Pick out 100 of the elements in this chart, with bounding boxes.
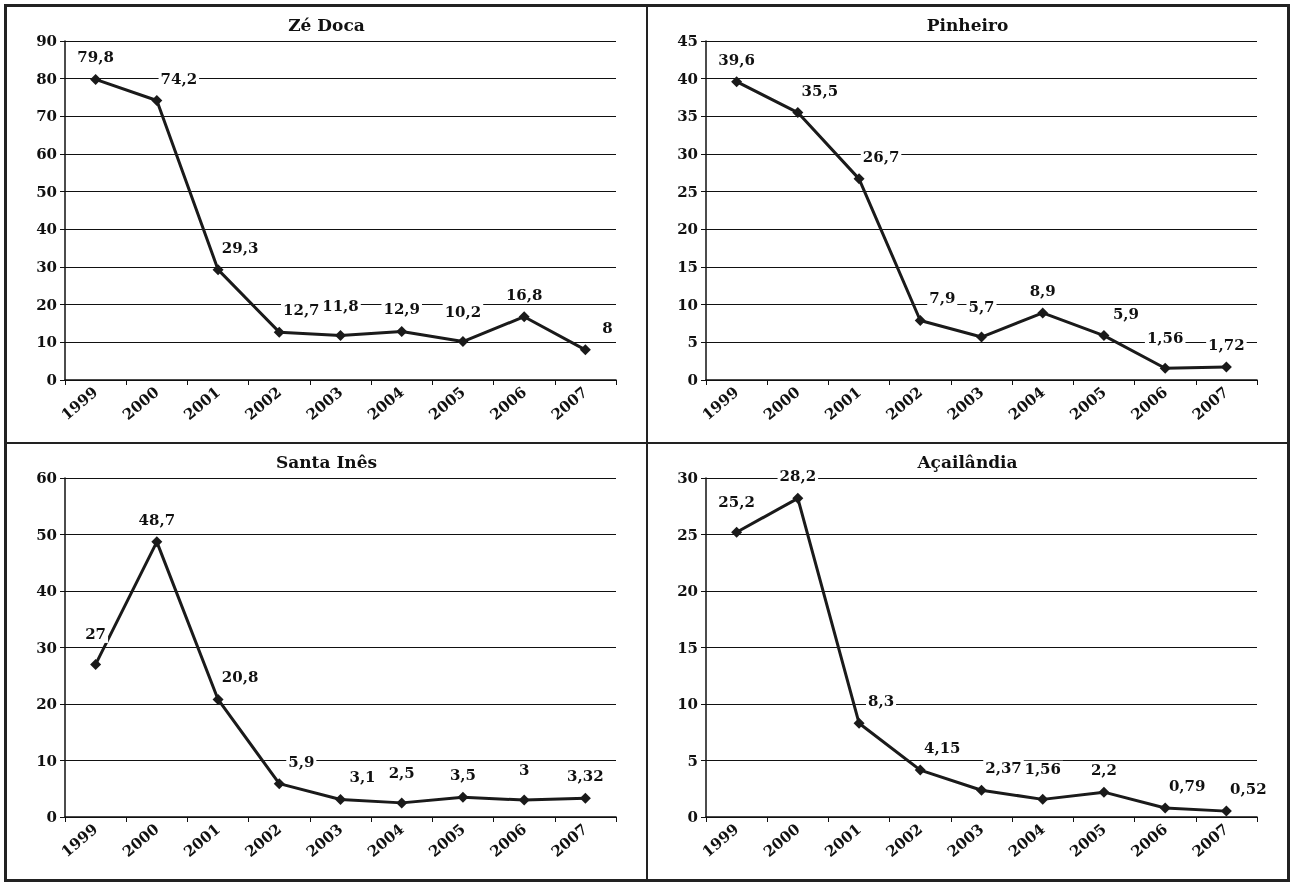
data-label: 11,8 (322, 296, 359, 315)
data-label: 16,8 (505, 285, 543, 304)
point (579, 344, 591, 356)
data-label: 5,7 (968, 298, 995, 317)
data-label: 48,7 (138, 510, 176, 529)
data-label: 0,79 (1168, 777, 1206, 796)
y-tick-label: 10 (677, 295, 698, 314)
y-tick-label: 20 (677, 582, 698, 600)
y-tick-label: 0 (46, 808, 57, 826)
point (90, 658, 102, 670)
y-tick-label: 20 (677, 220, 698, 239)
point (396, 797, 408, 809)
point (976, 331, 987, 343)
data-label: 28,2 (779, 467, 817, 486)
point (273, 778, 285, 790)
data-label: 1,72 (1208, 336, 1245, 355)
data-label: 35,5 (801, 81, 839, 100)
chart-title: Açailândia (916, 451, 1018, 472)
y-tick-label: 30 (36, 258, 57, 276)
data-label: 8 (602, 318, 613, 337)
point (273, 326, 285, 338)
data-label: 1,56 (1024, 760, 1061, 779)
point (151, 95, 163, 107)
y-tick-label: 70 (36, 107, 57, 126)
y-tick-label: 60 (36, 145, 57, 163)
data-label: 2,5 (388, 763, 415, 782)
data-label: 39,6 (718, 50, 755, 69)
y-tick-label: 15 (677, 638, 698, 657)
data-label: 5,9 (1112, 304, 1139, 323)
point (212, 264, 224, 276)
y-tick-label: 0 (46, 371, 57, 389)
point (335, 793, 346, 805)
data-label: 74,2 (160, 69, 198, 88)
point (396, 325, 408, 337)
y-tick-label: 60 (36, 469, 57, 487)
point (914, 764, 926, 776)
point (1037, 307, 1049, 319)
data-label: 25,2 (718, 493, 755, 512)
point (731, 76, 743, 88)
y-tick-label: 35 (677, 107, 698, 126)
y-tick-label: 10 (36, 751, 57, 770)
point (151, 536, 163, 548)
y-tick-label: 25 (677, 182, 698, 201)
point (90, 73, 102, 85)
point (853, 717, 865, 729)
y-tick-label: 45 (677, 32, 698, 50)
data-label: 79,8 (77, 48, 114, 67)
data-label: 0,52 (1230, 780, 1267, 799)
y-tick-label: 30 (36, 638, 57, 657)
chart-title: Zé Doca (288, 14, 365, 35)
y-tick-label: 20 (36, 695, 57, 713)
point (792, 492, 804, 504)
data-label: 5,9 (288, 752, 315, 771)
data-label: 3,1 (349, 768, 376, 787)
y-tick-label: 40 (36, 220, 57, 239)
y-tick-label: 40 (677, 69, 698, 88)
y-tick-label: 20 (36, 295, 57, 314)
point (518, 794, 530, 806)
y-tick-label: 50 (36, 525, 57, 544)
data-label: 12,9 (383, 300, 420, 319)
y-tick-label: 30 (677, 469, 698, 487)
y-tick-label: 80 (36, 69, 57, 88)
y-tick-label: 15 (677, 258, 698, 276)
y-tick-label: 10 (677, 695, 698, 713)
point (731, 526, 743, 538)
y-tick-label: 0 (687, 808, 698, 826)
data-label: 7,9 (929, 289, 956, 308)
chart-title: Santa Inês (275, 451, 378, 472)
data-label: 3,32 (567, 767, 604, 786)
point (853, 173, 865, 185)
data-label: 2,2 (1090, 761, 1117, 780)
y-tick-label: 90 (36, 32, 57, 50)
chart-title: Pinheiro (926, 14, 1009, 35)
data-label: 3 (518, 761, 530, 780)
data-label: 8,3 (868, 692, 895, 711)
data-label: 8,9 (1029, 281, 1056, 300)
data-label: 4,15 (924, 739, 961, 758)
point (1037, 793, 1049, 805)
point (792, 107, 804, 119)
y-tick-label: 25 (677, 525, 698, 544)
data-label: 2,37 (985, 759, 1022, 778)
data-label: 27 (85, 625, 107, 644)
y-tick-label: 10 (36, 333, 57, 352)
point (1159, 802, 1171, 814)
point (914, 314, 926, 326)
data-label: 1,56 (1146, 329, 1184, 348)
data-label: 12,7 (283, 301, 320, 320)
point (518, 311, 530, 323)
y-tick-label: 5 (687, 333, 698, 352)
point (1159, 362, 1171, 374)
y-tick-label: 5 (687, 751, 698, 770)
data-label: 29,3 (221, 238, 259, 257)
point (1098, 330, 1110, 342)
y-tick-label: 30 (677, 145, 698, 163)
data-label: 26,7 (862, 147, 900, 166)
point (212, 693, 224, 705)
y-tick-label: 0 (687, 371, 698, 389)
y-tick-label: 40 (36, 582, 57, 600)
point (1098, 786, 1110, 798)
y-tick-label: 50 (36, 182, 57, 201)
